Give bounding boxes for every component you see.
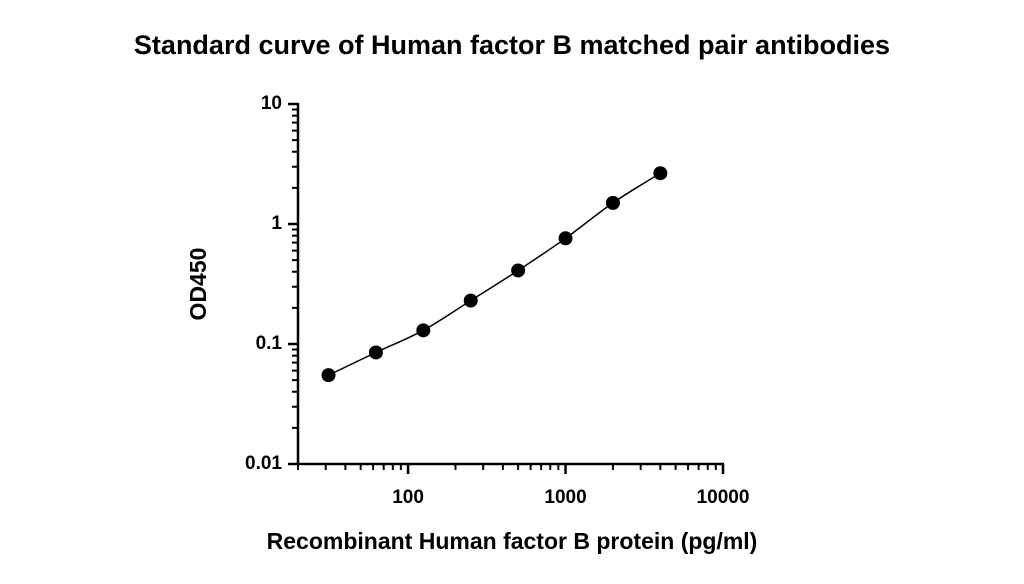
x-tick-label: 100 [392,487,424,508]
chart-title: Standard curve of Human factor B matched… [134,30,890,60]
y-tick-label: 0.01 [245,453,282,474]
y-axis-label: OD450 [185,248,211,321]
x-axis-label: Recombinant Human factor B protein (pg/m… [267,528,758,554]
y-tick-label: 0.1 [256,333,283,354]
y-tick-label: 10 [261,93,282,114]
data-point [605,195,620,210]
y-tick-label: 1 [271,213,282,234]
x-tick-label: 1000 [544,487,586,508]
data-point [558,231,573,246]
data-point [653,166,668,181]
data-point [368,345,383,360]
data-point [416,323,431,338]
data-point [463,293,478,308]
data-point [321,368,336,383]
data-point [511,263,526,278]
x-tick-label: 10000 [697,487,750,508]
